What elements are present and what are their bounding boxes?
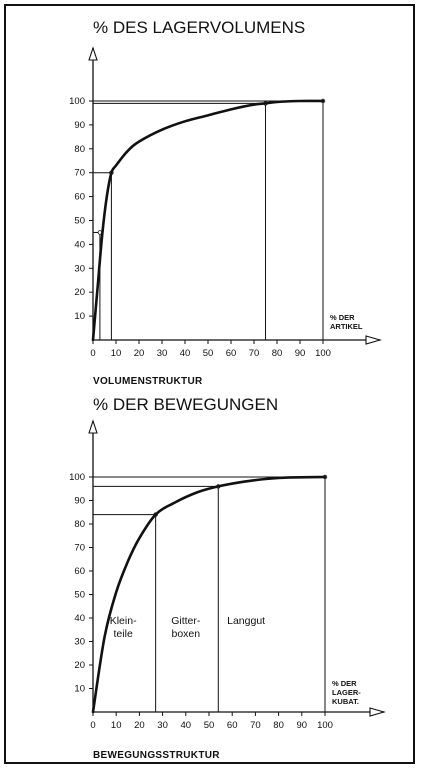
y-tick-label: 60 — [74, 192, 85, 203]
x-tick-label: 60 — [227, 720, 238, 731]
x-tick-label: 0 — [90, 720, 95, 731]
y-tick-label: 40 — [74, 239, 85, 250]
y-axis-arrow-icon — [88, 419, 98, 434]
x-tick-label: 80 — [272, 348, 283, 359]
y-tick-label: 70 — [74, 168, 85, 179]
y-tick-label: 90 — [74, 120, 85, 131]
x-axis-arrow-icon — [369, 707, 387, 717]
x-tick-label: 90 — [295, 348, 306, 359]
x-axis-note: KUBAT. — [332, 697, 359, 706]
x-tick-label: 100 — [315, 348, 331, 359]
x-tick-label: 10 — [111, 720, 122, 731]
x-tick-label: 20 — [134, 348, 145, 359]
y-tick-label: 50 — [74, 590, 85, 601]
y-tick-label: 60 — [74, 566, 85, 577]
y-tick-label: 100 — [69, 472, 85, 483]
region-label: boxen — [171, 628, 200, 640]
x-tick-label: 30 — [157, 348, 168, 359]
y-tick-label: 10 — [74, 311, 85, 322]
x-tick-label: 80 — [273, 720, 284, 731]
x-axis-note: LAGER- — [332, 688, 361, 697]
y-axis-arrow-icon — [88, 46, 98, 61]
chart-title: % DER BEWEGUNGEN — [93, 395, 278, 414]
x-tick-label: 60 — [226, 348, 237, 359]
y-tick-label: 30 — [74, 263, 85, 274]
region-label: Gitter- — [171, 615, 201, 627]
chart-caption: VOLUMENSTRUKTUR — [93, 376, 203, 387]
x-tick-label: 50 — [204, 720, 215, 731]
y-tick-label: 90 — [74, 496, 85, 507]
y-tick-label: 70 — [74, 543, 85, 554]
series-curve — [91, 99, 325, 342]
y-tick-label: 80 — [74, 144, 85, 155]
y-tick-label: 100 — [69, 96, 85, 107]
x-tick-label: 30 — [157, 720, 168, 731]
y-tick-label: 20 — [74, 660, 85, 671]
chart-caption: BEWEGUNGSSTRUKTUR — [93, 750, 220, 761]
x-tick-label: 70 — [250, 720, 261, 731]
x-axis-note: % DER — [330, 313, 355, 322]
x-tick-label: 40 — [181, 720, 192, 731]
chart-title: % DES LAGERVOLUMENS — [93, 18, 305, 37]
y-tick-label: 20 — [74, 287, 85, 298]
region-label: Klein- — [110, 615, 137, 627]
x-axis-arrow-icon — [365, 335, 383, 345]
series-curve — [91, 475, 327, 714]
region-label: Langgut — [227, 615, 265, 627]
y-tick-label: 30 — [74, 637, 85, 648]
y-tick-label: 50 — [74, 216, 85, 227]
x-tick-label: 70 — [249, 348, 260, 359]
x-tick-label: 100 — [317, 720, 333, 731]
x-axis-note: % DER — [332, 679, 357, 688]
x-tick-label: 0 — [90, 348, 95, 359]
x-tick-label: 20 — [134, 720, 145, 731]
x-tick-label: 50 — [203, 348, 214, 359]
figure-frame — [4, 4, 415, 764]
y-tick-label: 40 — [74, 613, 85, 624]
x-tick-label: 10 — [111, 348, 122, 359]
y-tick-label: 10 — [74, 684, 85, 695]
x-tick-label: 90 — [297, 720, 308, 731]
region-label: teile — [114, 628, 133, 640]
y-tick-label: 80 — [74, 519, 85, 530]
x-tick-label: 40 — [180, 348, 191, 359]
x-axis-note: ARTIKEL — [330, 322, 363, 331]
